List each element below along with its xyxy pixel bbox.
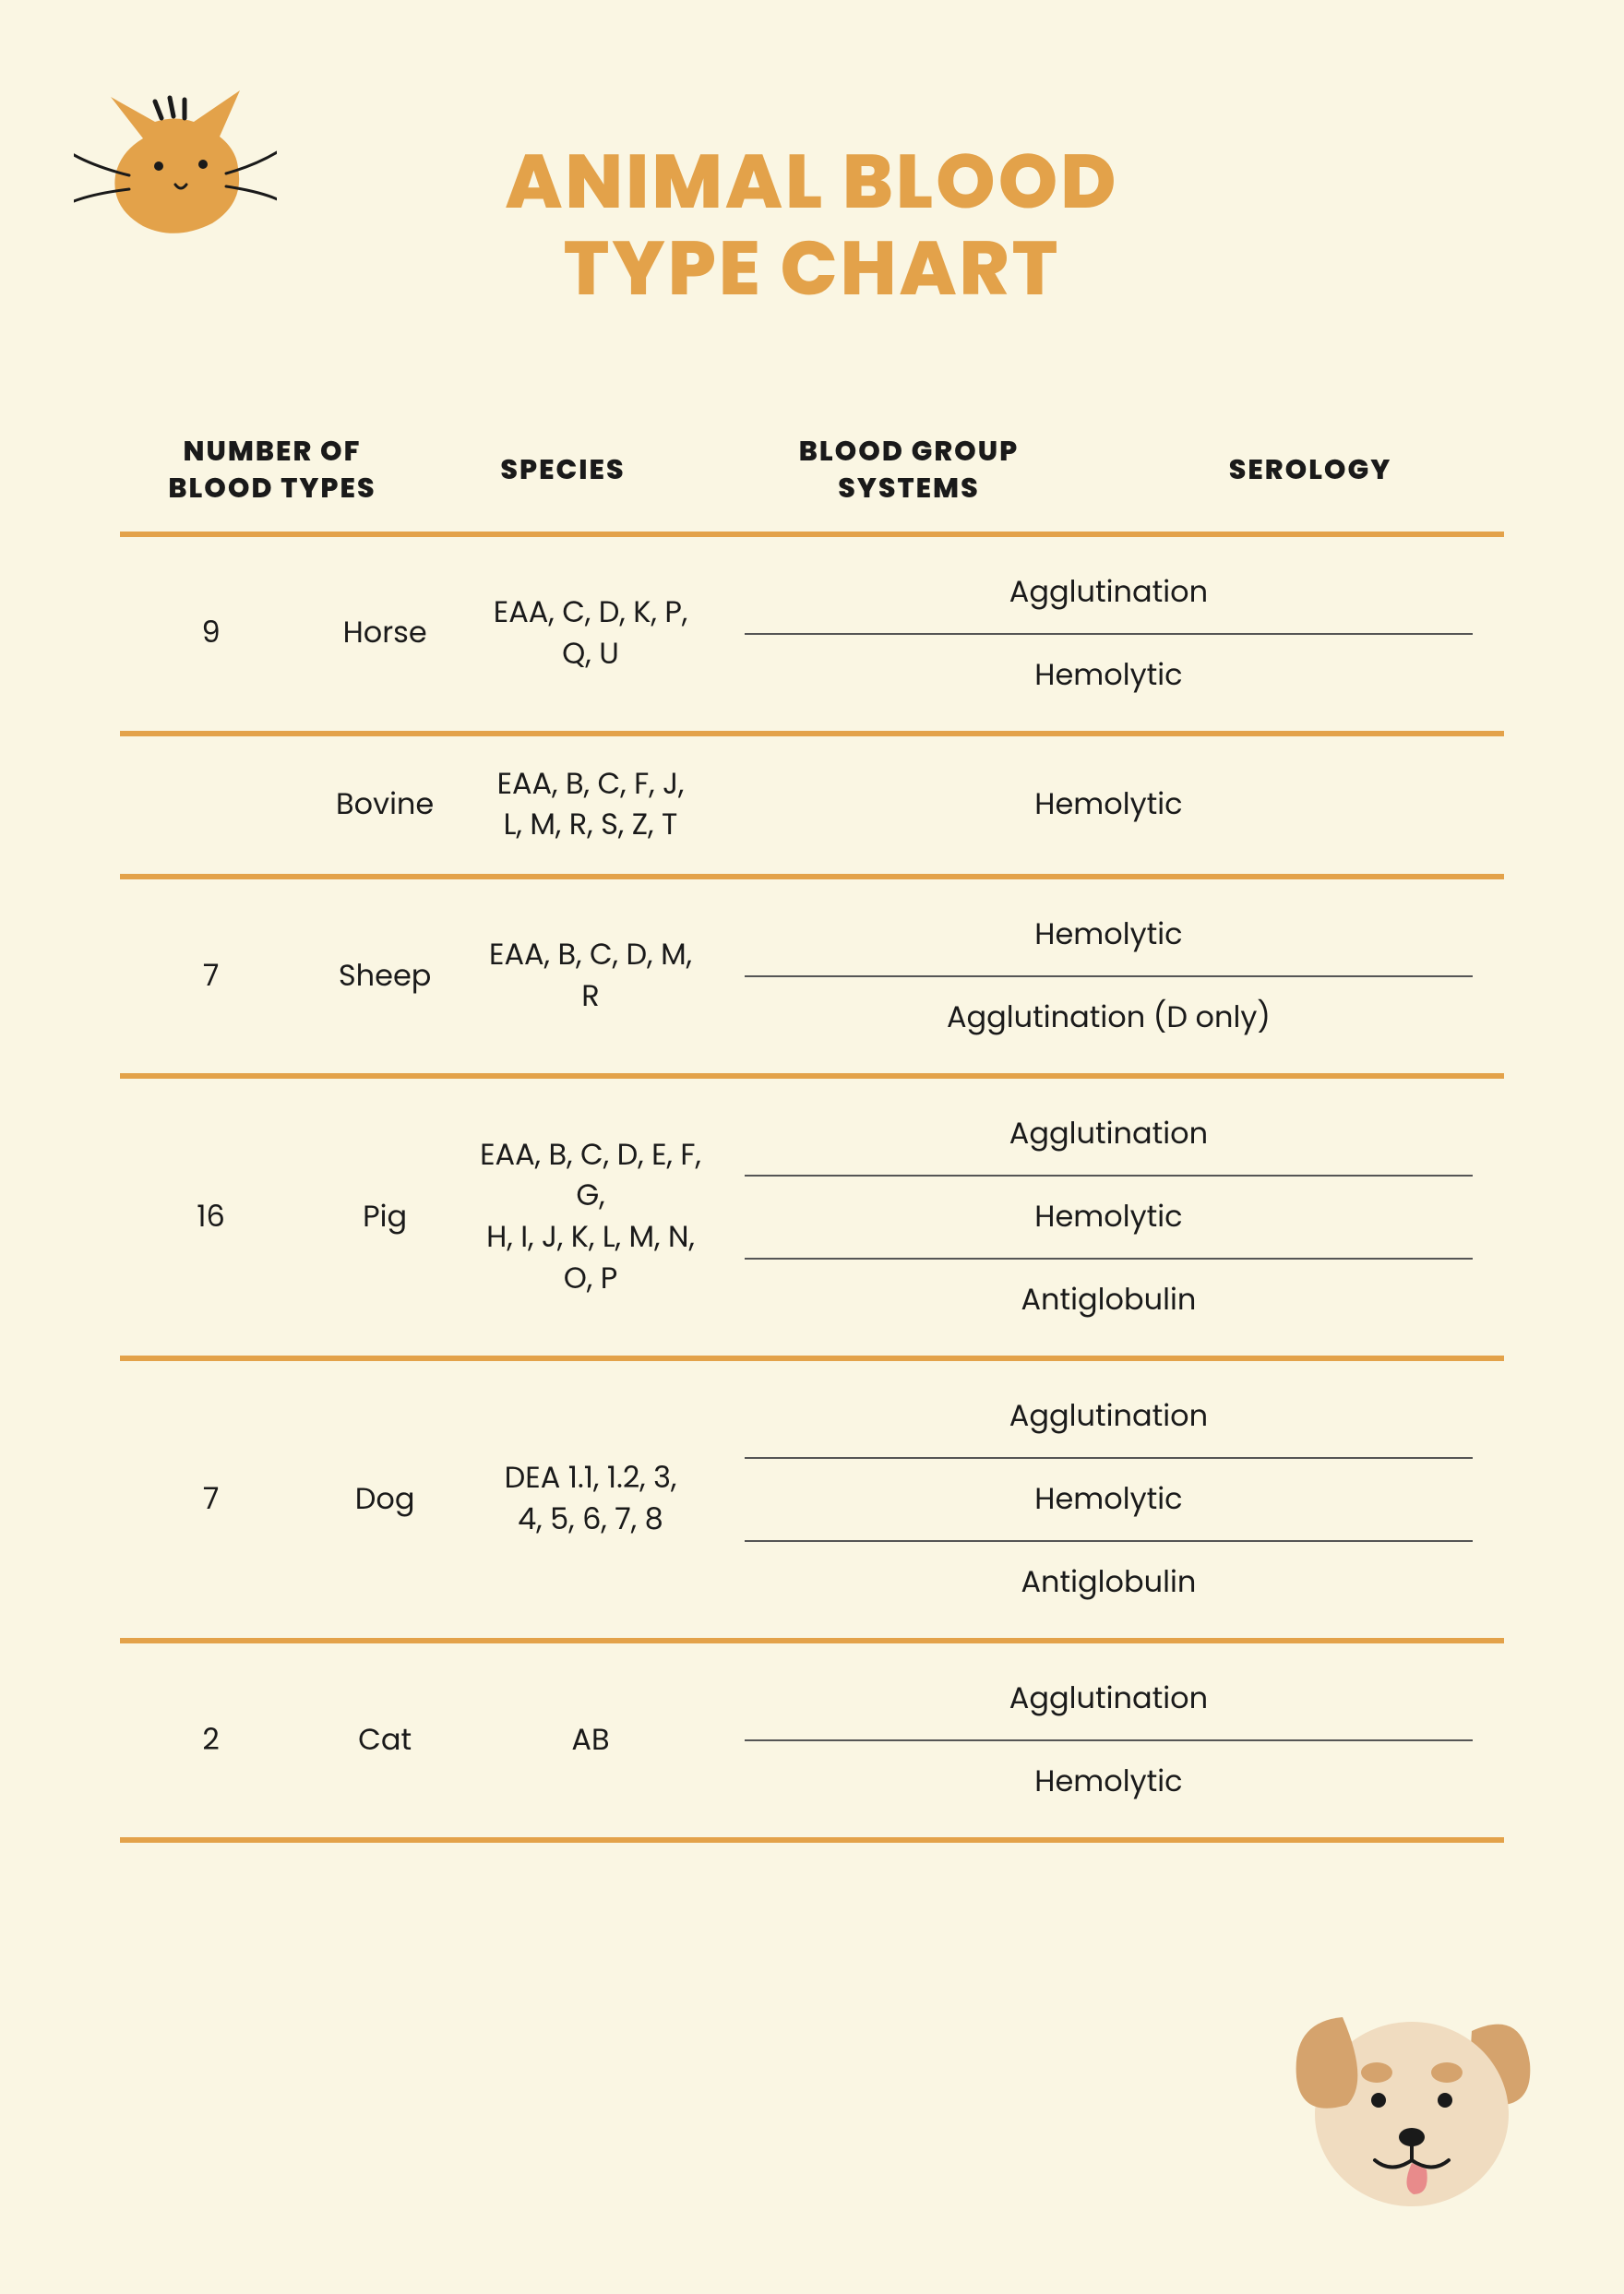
table-row: 7SheepEAA, B, C, D, M, RHemolyticAggluti… <box>120 879 1504 1079</box>
serology-item: Hemolytic <box>713 1459 1504 1540</box>
cell-species: Cat <box>302 1643 468 1837</box>
serology-item: Agglutination <box>713 1376 1504 1457</box>
cell-systems: EAA, C, D, K, P, Q, U <box>468 537 713 731</box>
serology-item: Hemolytic <box>713 635 1504 716</box>
table-row: 2CatABAgglutinationHemolytic <box>120 1643 1504 1843</box>
table-body: 9HorseEAA, C, D, K, P, Q, UAgglutination… <box>120 537 1504 1844</box>
cell-serology: Hemolytic <box>713 736 1504 875</box>
cell-species: Bovine <box>302 736 468 875</box>
cell-serology: AgglutinationHemolytic <box>713 1643 1504 1837</box>
serology-item: Hemolytic <box>713 1177 1504 1258</box>
cat-icon <box>74 65 277 249</box>
dog-icon <box>1283 1980 1541 2220</box>
cell-systems: EAA, B, C, F, J,L, M, R, S, Z, T <box>468 736 713 875</box>
cell-serology: AgglutinationHemolyticAntiglobulin <box>713 1079 1504 1356</box>
serology-item: Agglutination <box>713 1093 1504 1175</box>
serology-item: Agglutination <box>713 1658 1504 1739</box>
table-row: BovineEAA, B, C, F, J,L, M, R, S, Z, THe… <box>120 736 1504 880</box>
cell-number: 2 <box>120 1643 302 1837</box>
col-header-serology: SEROLOGY <box>1116 451 1504 489</box>
table-header-row: NUMBER OFBLOOD TYPES SPECIES BLOOD GROUP… <box>120 433 1504 537</box>
serology-item: Hemolytic <box>713 894 1504 975</box>
cell-species: Pig <box>302 1079 468 1356</box>
cell-systems: EAA, B, C, D, M, R <box>468 879 713 1073</box>
table-row: 16PigEAA, B, C, D, E, F, G,H, I, J, K, L… <box>120 1079 1504 1361</box>
serology-item: Agglutination <box>713 552 1504 633</box>
cell-systems: DEA 1.1, 1.2, 3,4, 5, 6, 7, 8 <box>468 1361 713 1638</box>
serology-item: Agglutination (D only) <box>713 977 1504 1058</box>
col-header-species: SPECIES <box>424 451 701 489</box>
table-row: 9HorseEAA, C, D, K, P, Q, UAgglutination… <box>120 537 1504 736</box>
table-row: 7DogDEA 1.1, 1.2, 3,4, 5, 6, 7, 8Aggluti… <box>120 1361 1504 1643</box>
cell-species: Horse <box>302 537 468 731</box>
cell-serology: AgglutinationHemolytic <box>713 537 1504 731</box>
cell-number: 9 <box>120 537 302 731</box>
col-header-number: NUMBER OFBLOOD TYPES <box>120 433 424 508</box>
cell-serology: HemolyticAgglutination (D only) <box>713 879 1504 1073</box>
cell-serology: AgglutinationHemolyticAntiglobulin <box>713 1361 1504 1638</box>
blood-type-table: NUMBER OFBLOOD TYPES SPECIES BLOOD GROUP… <box>120 433 1504 1844</box>
cell-species: Dog <box>302 1361 468 1638</box>
cell-systems: AB <box>468 1643 713 1837</box>
cell-number: 16 <box>120 1079 302 1356</box>
cell-number: 7 <box>120 879 302 1073</box>
serology-item: Antiglobulin <box>713 1260 1504 1341</box>
serology-item: Hemolytic <box>713 1741 1504 1822</box>
serology-item: Antiglobulin <box>713 1542 1504 1623</box>
serology-item: Hemolytic <box>713 764 1504 845</box>
cell-number <box>120 736 302 875</box>
cell-species: Sheep <box>302 879 468 1073</box>
cell-systems: EAA, B, C, D, E, F, G,H, I, J, K, L, M, … <box>468 1079 713 1356</box>
col-header-systems: BLOOD GROUPSYSTEMS <box>701 433 1116 508</box>
cell-number: 7 <box>120 1361 302 1638</box>
